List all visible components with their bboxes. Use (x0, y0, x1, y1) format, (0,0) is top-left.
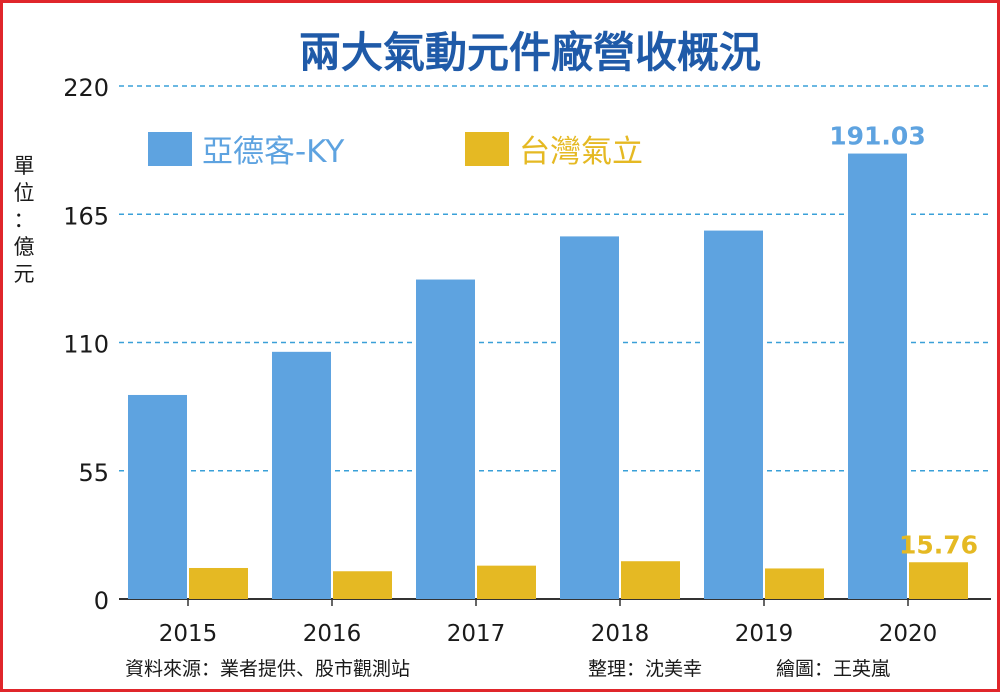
footer-editor: 整理：沈美幸 (588, 658, 703, 680)
x-tick-label: 2018 (591, 621, 650, 647)
x-tick-label: 2015 (159, 621, 218, 647)
bar-airtac (704, 230, 763, 599)
x-tick-label: 2019 (735, 621, 794, 647)
bar-chelic (189, 567, 248, 599)
y-axis-label-char: 元 (13, 262, 35, 286)
bar-airtac (128, 394, 187, 599)
data-label: 15.76 (899, 530, 978, 559)
grid-lines (119, 85, 991, 600)
y-tick-label: 165 (63, 202, 109, 230)
legend-label: 亞德客-KY (202, 134, 344, 170)
footer-illustrator: 繪圖：王英嵐 (776, 658, 891, 680)
y-tick-label: 0 (94, 587, 109, 615)
bar-chelic (909, 562, 968, 599)
y-tick-label: 55 (78, 459, 109, 487)
y-axis-label-char: ： (13, 208, 35, 232)
y-axis-ticks: 0 55 110 165 220 (63, 74, 109, 615)
y-tick-label: 110 (63, 331, 109, 359)
bar-chelic (621, 561, 680, 599)
y-axis-label: 單位 ： 億元 (12, 153, 36, 288)
legend-swatch (465, 132, 509, 166)
x-tick-label: 2020 (879, 621, 938, 647)
bar-airtac (272, 351, 331, 599)
legend-swatch (148, 132, 192, 166)
x-tick-label: 2016 (303, 621, 362, 647)
data-label: 191.03 (829, 122, 925, 151)
x-axis-ticks: 2015 2016 2017 2018 2019 2020 (159, 599, 938, 647)
y-axis-label-char: 億 (13, 235, 35, 259)
y-tick-label: 220 (63, 74, 109, 102)
legend-label: 台灣氣立 (519, 134, 643, 170)
bar-airtac (848, 153, 907, 599)
y-axis-label-char: 位 (13, 181, 35, 205)
bar-chelic (477, 565, 536, 599)
footer-source: 資料來源：業者提供、股市觀測站 (125, 658, 411, 680)
bars: 191.03 15.76 (128, 122, 978, 599)
bar-chelic (765, 568, 824, 599)
chart-title: 兩大氣動元件廠營收概況 (299, 28, 761, 77)
y-axis-label-char: 單 (13, 154, 35, 178)
bar-chelic (333, 571, 392, 599)
bar-chart: 兩大氣動元件廠營收概況 0 55 110 165 220 亞德客-KY 台灣氣立 191.… (63, 28, 991, 647)
legend: 亞德客-KY 台灣氣立 (148, 132, 643, 170)
bar-airtac (416, 279, 475, 599)
x-tick-label: 2017 (447, 621, 506, 647)
bar-airtac (560, 236, 619, 599)
